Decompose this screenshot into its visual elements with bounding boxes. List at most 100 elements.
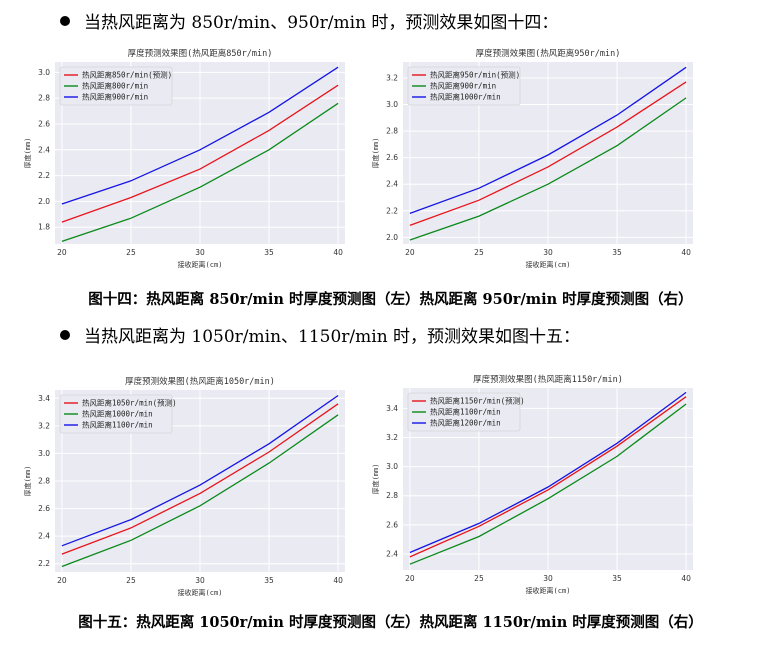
legend (59, 66, 173, 106)
x-tick-label: 35 (612, 574, 622, 583)
series-line-blue (61, 394, 339, 547)
chart-1050: 厚度预测效果图(热风距离1050r/min) 20 25 30 35 40 2.2 2.4 2.… (20, 372, 355, 602)
x-tick-label: 20 (57, 576, 67, 585)
y-tick-label: 1.8 (38, 223, 50, 232)
y-tick-label: 2.6 (386, 153, 398, 162)
x-tick-label: 30 (543, 574, 553, 583)
chart-1150: 厚度预测效果图(热风距离1150r/min) 20 25 30 35 40 2.4 2.6 2.… (368, 370, 703, 600)
legend-label: 热风距离950r/min(预测) (430, 70, 520, 80)
x-tick-label: 40 (333, 576, 343, 585)
x-tick-label: 25 (474, 248, 484, 257)
y-tick-label: 2.4 (38, 532, 50, 541)
legend-label: 热风距离1100r/min (82, 420, 153, 430)
x-tick-label: 30 (543, 248, 553, 257)
y-tick-label: 2.2 (386, 206, 398, 215)
bullet-icon (60, 16, 70, 26)
x-tick-label: 25 (126, 248, 136, 257)
legend (407, 392, 521, 432)
x-tick-label: 35 (264, 248, 274, 257)
legend-label: 热风距离1200r/min (430, 418, 501, 428)
y-tick-label: 3.4 (386, 404, 398, 413)
x-tick-label: 25 (126, 576, 136, 585)
y-tick-label: 2.8 (386, 491, 398, 500)
x-axis-label: 接收距离(cm) (178, 588, 223, 597)
y-tick-label: 3.2 (386, 433, 398, 442)
x-tick-label: 30 (195, 576, 205, 585)
series-line-red (409, 396, 687, 558)
y-tick-label: 3.0 (38, 449, 50, 458)
series-line-green (61, 414, 339, 568)
legend-label: 热风距离800r/min (82, 81, 148, 91)
section-heading-2: 当热风距离为 1050r/min、1150r/min 时，预测效果如图十五： (60, 322, 580, 347)
chart-title: 厚度预测效果图(热风距离1050r/min) (125, 376, 275, 387)
chart-svg: 厚度预测效果图(热风距离850r/min) 20 25 30 35 40 1.8 2.0 2.2… (23, 48, 345, 269)
y-tick-label: 3.0 (38, 68, 50, 77)
series-line-green (409, 97, 687, 241)
chart-svg: 厚度预测效果图(热风距离950r/min) 20 25 30 35 40 2.0 2.2 2.4… (371, 48, 693, 269)
series-line-blue (409, 391, 687, 554)
legend-label: 热风距离1050r/min(预测) (82, 398, 177, 408)
legend (59, 394, 173, 434)
y-tick-label: 2.8 (386, 127, 398, 136)
y-axis-label: 厚度(mm) (23, 466, 32, 497)
series-line-blue (409, 66, 687, 215)
y-axis-label: 厚度(mm) (23, 138, 32, 169)
chart-svg: 厚度预测效果图(热风距离1050r/min) 20 25 30 35 40 2.2 2.4 2.… (23, 376, 345, 597)
series-line-green (61, 102, 339, 243)
chart-950: 厚度预测效果图(热风距离950r/min) 20 25 30 35 40 2.0 2.2 2.4… (368, 44, 703, 274)
y-tick-label: 2.6 (386, 520, 398, 529)
x-axis-label: 接收距离(cm) (178, 260, 223, 269)
y-tick-label: 3.0 (386, 462, 398, 471)
y-tick-label: 2.6 (38, 119, 50, 128)
legend-label: 热风距离900r/min (82, 92, 148, 102)
y-tick-label: 3.2 (386, 73, 398, 82)
y-axis-label: 厚度(mm) (371, 138, 380, 169)
y-tick-label: 2.8 (38, 94, 50, 103)
y-tick-label: 3.2 (38, 421, 50, 430)
legend-label: 热风距离850r/min(预测) (82, 70, 172, 80)
x-axis-label: 接收距离(cm) (526, 586, 571, 595)
legend-label: 热风距离1000r/min (82, 409, 153, 419)
bullet-icon (60, 330, 70, 340)
section-heading-1-text: 当热风距离为 850r/min、950r/min 时，预测效果如图十四： (84, 13, 559, 33)
series-line-red (61, 84, 339, 223)
y-tick-label: 2.4 (386, 180, 398, 189)
legend-label: 热风距离1100r/min (430, 407, 501, 417)
chart-title: 厚度预测效果图(热风距离950r/min) (476, 48, 621, 59)
x-tick-label: 20 (57, 248, 67, 257)
y-tick-label: 2.8 (38, 477, 50, 486)
chart-title: 厚度预测效果图(热风距离1150r/min) (473, 374, 623, 385)
y-tick-label: 2.4 (38, 145, 50, 154)
x-tick-label: 40 (681, 574, 691, 583)
figure-caption-15: 图十五：热风距离 1050r/min 时厚度预测图（左）热风距离 1150r/m… (78, 614, 703, 631)
chart-title: 厚度预测效果图(热风距离850r/min) (128, 48, 273, 59)
y-tick-label: 3.4 (38, 394, 50, 403)
x-axis-label: 接收距离(cm) (526, 260, 571, 269)
x-tick-label: 20 (405, 574, 415, 583)
series-line-red (61, 403, 339, 555)
chart-svg: 厚度预测效果图(热风距离1150r/min) 20 25 30 35 40 2.4 2.6 2.… (371, 374, 693, 595)
y-tick-label: 2.0 (38, 197, 50, 206)
x-tick-label: 40 (681, 248, 691, 257)
chart-850: 厚度预测效果图(热风距离850r/min) 20 25 30 35 40 1.8 2.0 2.2… (20, 44, 355, 274)
series-line-blue (61, 66, 339, 205)
section-heading-2-text: 当热风距离为 1050r/min、1150r/min 时，预测效果如图十五： (84, 327, 581, 347)
x-tick-label: 25 (474, 574, 484, 583)
y-tick-label: 3.0 (386, 100, 398, 109)
y-tick-label: 2.6 (38, 504, 50, 513)
y-tick-label: 2.4 (386, 549, 398, 558)
series-line-red (409, 81, 687, 227)
y-axis-label: 厚度(mm) (371, 464, 380, 495)
y-tick-label: 2.2 (38, 559, 50, 568)
figure-caption-14: 图十四：热风距离 850r/min 时厚度预测图（左）热风距离 950r/min… (88, 291, 693, 308)
legend (407, 66, 521, 106)
x-tick-label: 35 (264, 576, 274, 585)
series-line-green (409, 403, 687, 565)
x-tick-label: 35 (612, 248, 622, 257)
x-tick-label: 30 (195, 248, 205, 257)
y-tick-label: 2.0 (386, 233, 398, 242)
y-tick-label: 2.2 (38, 171, 50, 180)
x-tick-label: 20 (405, 248, 415, 257)
legend-label: 热风距离1000r/min (430, 92, 501, 102)
section-heading-1: 当热风距离为 850r/min、950r/min 时，预测效果如图十四： (60, 8, 558, 33)
